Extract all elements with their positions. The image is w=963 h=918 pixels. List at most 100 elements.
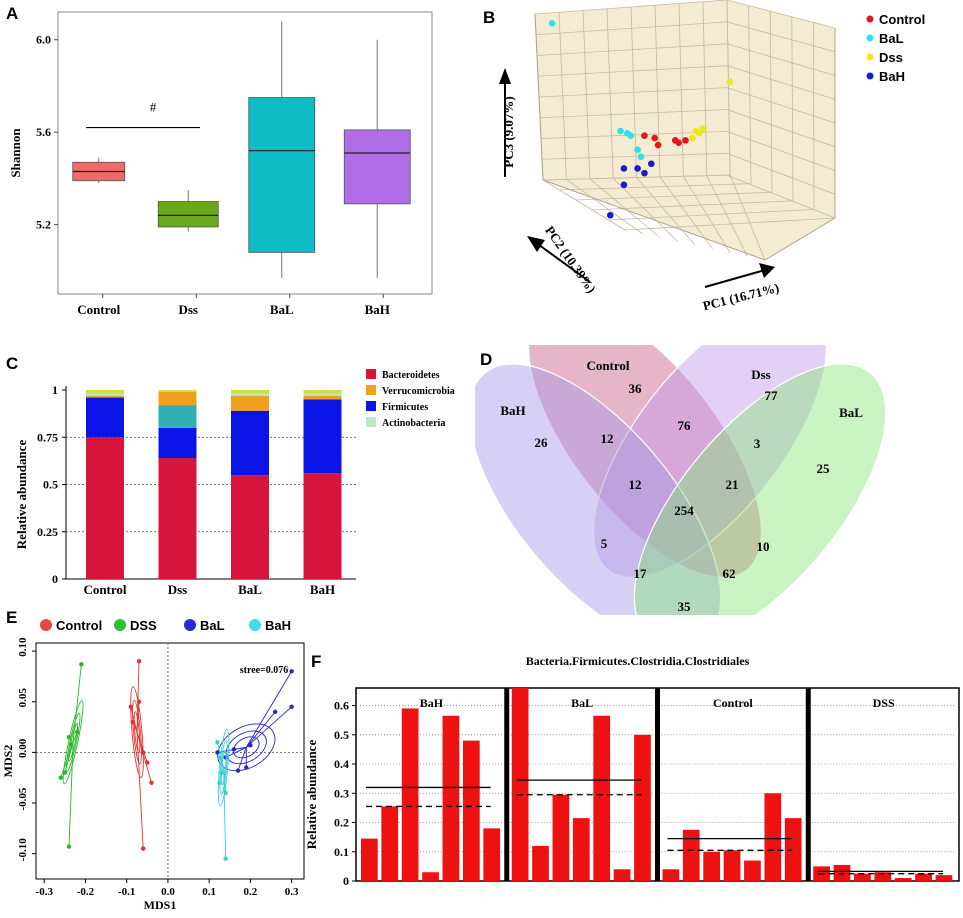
pc3-arrowhead bbox=[499, 68, 511, 84]
bar-segment-other bbox=[231, 390, 269, 394]
set-label-control: Control bbox=[586, 358, 629, 373]
grid-line bbox=[539, 109, 728, 119]
point-bah bbox=[223, 856, 228, 861]
x-tick-label: Control bbox=[83, 582, 126, 597]
grid-line bbox=[726, 131, 836, 171]
bar-segment-firmicutes bbox=[86, 397, 124, 438]
point-control bbox=[141, 750, 146, 755]
legend-label-dss: Dss bbox=[879, 50, 903, 65]
grid-line bbox=[683, 176, 731, 253]
y-tick-label: -0.05 bbox=[17, 787, 29, 810]
point-bah bbox=[219, 770, 224, 775]
region-count: 10 bbox=[757, 539, 770, 554]
legend-marker-bal bbox=[866, 34, 874, 42]
bar bbox=[703, 851, 721, 881]
grid-line bbox=[748, 5, 752, 184]
y-tick-label: 0.6 bbox=[334, 699, 349, 713]
grid-line bbox=[726, 152, 836, 195]
legend-marker-bal bbox=[184, 619, 196, 631]
point-bah bbox=[634, 165, 641, 172]
facet-label: BaL bbox=[571, 696, 593, 710]
point-dss bbox=[726, 78, 734, 86]
point-bah bbox=[620, 181, 628, 189]
x-tick-label: Dss bbox=[178, 302, 198, 317]
x-tick-label: 0.2 bbox=[244, 886, 258, 898]
spider-line bbox=[245, 711, 276, 748]
y-tick-label: 0.1 bbox=[334, 845, 349, 859]
bar-segment-other bbox=[303, 390, 342, 394]
bar-segment-bacteroidetes bbox=[86, 437, 124, 579]
point-dss bbox=[66, 734, 72, 740]
legend-label-control: Control bbox=[879, 12, 925, 27]
y-axis-label: Relative abundance bbox=[14, 440, 29, 550]
x-tick-label: -0.1 bbox=[118, 886, 135, 898]
bar bbox=[833, 864, 851, 881]
spider-line bbox=[237, 747, 247, 771]
point-bal bbox=[272, 709, 278, 715]
point-dss bbox=[75, 729, 80, 735]
grid-line bbox=[536, 43, 728, 56]
point-bah bbox=[217, 755, 222, 760]
region-count: 36 bbox=[629, 381, 643, 396]
bar-segment-bacteroidetes bbox=[231, 475, 269, 579]
bar-segment-firmicutes bbox=[158, 427, 197, 459]
x-tick-label: 0.0 bbox=[161, 886, 175, 898]
bar-segment-bacteroidetes bbox=[303, 473, 342, 579]
grid-line bbox=[726, 174, 836, 219]
legend-marker-bah bbox=[866, 72, 874, 80]
x-tick-label: Control bbox=[77, 302, 120, 317]
legend-swatch-verrucomicrobia bbox=[366, 385, 376, 395]
y-tick-label: 0.00 bbox=[17, 738, 29, 758]
set-label-dss: Dss bbox=[751, 367, 771, 382]
group-ellipse bbox=[130, 686, 144, 778]
legend-label-bal: BaL bbox=[200, 618, 225, 633]
bar bbox=[462, 740, 480, 881]
spider-line bbox=[136, 661, 140, 733]
grid-line bbox=[537, 65, 728, 77]
grid-line bbox=[706, 175, 748, 257]
grid-line bbox=[592, 200, 794, 211]
bar-segment-other bbox=[86, 390, 124, 394]
legend-label-bal: BaL bbox=[879, 31, 904, 46]
panel-d-venn: Control Dss BaH BaL 36 77 26 25 76 12 3 12 21 254 5 10 1… bbox=[475, 345, 887, 615]
region-count: 12 bbox=[629, 477, 642, 492]
point-control bbox=[145, 760, 150, 765]
bar-segment-verrucomicrobia bbox=[231, 395, 269, 411]
pc2-arrowhead bbox=[527, 236, 545, 252]
spider-line bbox=[245, 671, 293, 748]
region-count: 77 bbox=[765, 388, 779, 403]
x-tick-label: 0.3 bbox=[285, 886, 299, 898]
facet-label: Control bbox=[713, 696, 753, 710]
panel-label-d: D bbox=[480, 350, 493, 369]
panel-label-f: F bbox=[311, 652, 322, 671]
grid-line bbox=[566, 179, 643, 235]
significance-mark: # bbox=[150, 100, 157, 115]
grid-line bbox=[726, 109, 836, 148]
y-axis-label: MDS2 bbox=[1, 745, 15, 778]
y-tick-label: 0 bbox=[52, 572, 58, 586]
point-control bbox=[682, 137, 689, 144]
point-dss bbox=[68, 742, 74, 747]
point-bal bbox=[231, 747, 237, 752]
legend-marker-dss bbox=[866, 53, 874, 61]
bar bbox=[483, 828, 501, 881]
x-tick-label: BaH bbox=[310, 582, 335, 597]
grid-line bbox=[542, 179, 626, 231]
bar bbox=[442, 715, 460, 881]
grid-line bbox=[624, 217, 836, 231]
legend-label-dss: DSS bbox=[130, 618, 157, 633]
grid-line bbox=[538, 87, 728, 98]
region-count: 254 bbox=[674, 503, 694, 518]
legend-label-firmicutes: Firmicutes bbox=[382, 402, 428, 413]
point-bal bbox=[289, 704, 294, 710]
group-ellipse bbox=[68, 723, 79, 762]
legend-label-bacteroidetes: Bacteroidetes bbox=[382, 370, 440, 381]
plot-frame bbox=[35, 642, 305, 880]
group-ellipse bbox=[132, 699, 142, 765]
bar bbox=[361, 838, 378, 881]
point-control bbox=[136, 699, 142, 704]
pc3-label: PC3 (9.07%) bbox=[501, 96, 516, 168]
bar bbox=[854, 873, 871, 881]
grid-line bbox=[726, 43, 836, 76]
point-bah bbox=[215, 740, 220, 745]
